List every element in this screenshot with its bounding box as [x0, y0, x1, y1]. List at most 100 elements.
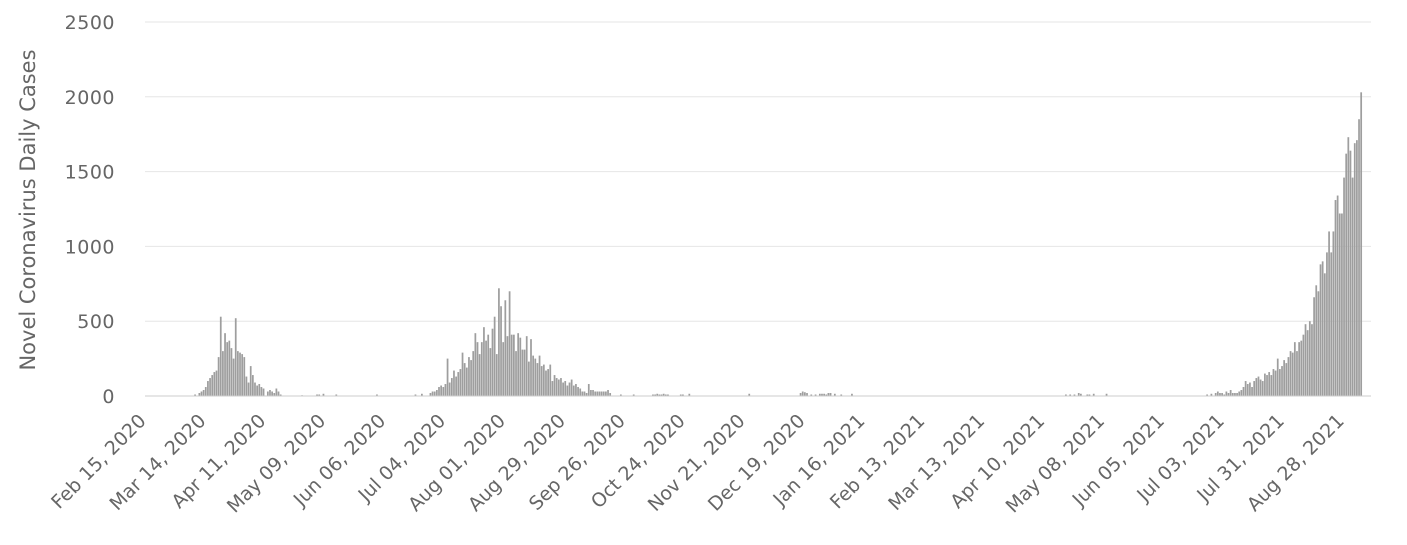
bar [560, 378, 562, 396]
bar [485, 340, 487, 396]
bar [825, 394, 828, 396]
bar [1266, 375, 1268, 396]
bar [566, 385, 569, 396]
bar [1255, 378, 1258, 396]
bar [1311, 324, 1313, 396]
bar [536, 363, 539, 396]
bar [232, 358, 235, 396]
bar [600, 391, 603, 396]
bar [1298, 342, 1300, 396]
bar [414, 394, 417, 396]
bar [833, 393, 836, 396]
bar [266, 391, 269, 396]
bar [1223, 394, 1226, 396]
bar [530, 339, 532, 396]
bar [1345, 153, 1348, 396]
bar [1291, 352, 1294, 396]
bar [532, 355, 535, 396]
bar [1281, 366, 1283, 396]
bar [513, 334, 515, 396]
bar [202, 390, 205, 396]
bar [487, 334, 490, 396]
bar [256, 385, 258, 396]
bar [605, 391, 607, 396]
bar [502, 342, 505, 396]
bar [1249, 382, 1251, 396]
bar [810, 394, 813, 396]
bar [1080, 393, 1082, 396]
bar [234, 318, 237, 396]
bar [1323, 273, 1326, 396]
bar [575, 384, 577, 396]
bar [619, 394, 622, 396]
bar [1347, 137, 1350, 396]
bar [463, 363, 466, 396]
bar [1257, 376, 1260, 396]
bar [508, 291, 511, 396]
gridlines [145, 21, 1371, 322]
bar [1287, 357, 1290, 396]
bar [555, 378, 558, 396]
bar [217, 357, 220, 396]
bar [455, 376, 457, 396]
bar [1332, 231, 1335, 396]
bar [219, 316, 222, 396]
bar [1221, 393, 1223, 396]
bar [579, 388, 582, 396]
bar [1315, 285, 1318, 396]
bar [818, 393, 821, 396]
bar [228, 340, 231, 396]
bar [851, 393, 853, 396]
bar [376, 394, 378, 396]
bar [318, 394, 321, 396]
bar [806, 393, 808, 396]
bar [1321, 261, 1324, 396]
bar [1264, 373, 1266, 396]
bar [1270, 375, 1273, 396]
bar [483, 327, 485, 396]
bar [821, 393, 823, 396]
bar [468, 357, 470, 396]
bar [748, 393, 751, 396]
bar [1279, 369, 1281, 396]
bar [547, 369, 549, 396]
bar [322, 393, 325, 396]
bar [489, 348, 492, 396]
bar [1317, 291, 1320, 396]
bar [1088, 394, 1091, 396]
y-tick-label: 2500 [65, 12, 115, 34]
bar [658, 394, 661, 396]
bar [1077, 393, 1080, 396]
bar [247, 382, 250, 396]
bar [504, 300, 507, 396]
bar [534, 358, 537, 396]
bar [1246, 384, 1249, 396]
bar [1336, 195, 1339, 396]
bar [429, 393, 432, 396]
y-tick-label: 500 [77, 311, 115, 333]
bar [194, 394, 196, 396]
bar [1092, 393, 1095, 396]
bar [662, 393, 665, 396]
bar [814, 394, 817, 396]
bar [1353, 143, 1356, 396]
bar [1313, 297, 1315, 396]
bar [1229, 390, 1232, 396]
bar [1302, 334, 1305, 396]
bar [470, 360, 472, 396]
bar [1341, 213, 1343, 396]
bar [585, 393, 588, 396]
bar [823, 393, 825, 396]
bar [1219, 393, 1221, 396]
bar [1206, 394, 1208, 396]
bar [243, 357, 246, 396]
bar [1259, 379, 1262, 396]
bar [237, 351, 239, 396]
bar [444, 384, 447, 396]
bar [801, 391, 804, 396]
bar [279, 394, 282, 396]
bar [1234, 393, 1236, 396]
bar [1360, 92, 1363, 396]
